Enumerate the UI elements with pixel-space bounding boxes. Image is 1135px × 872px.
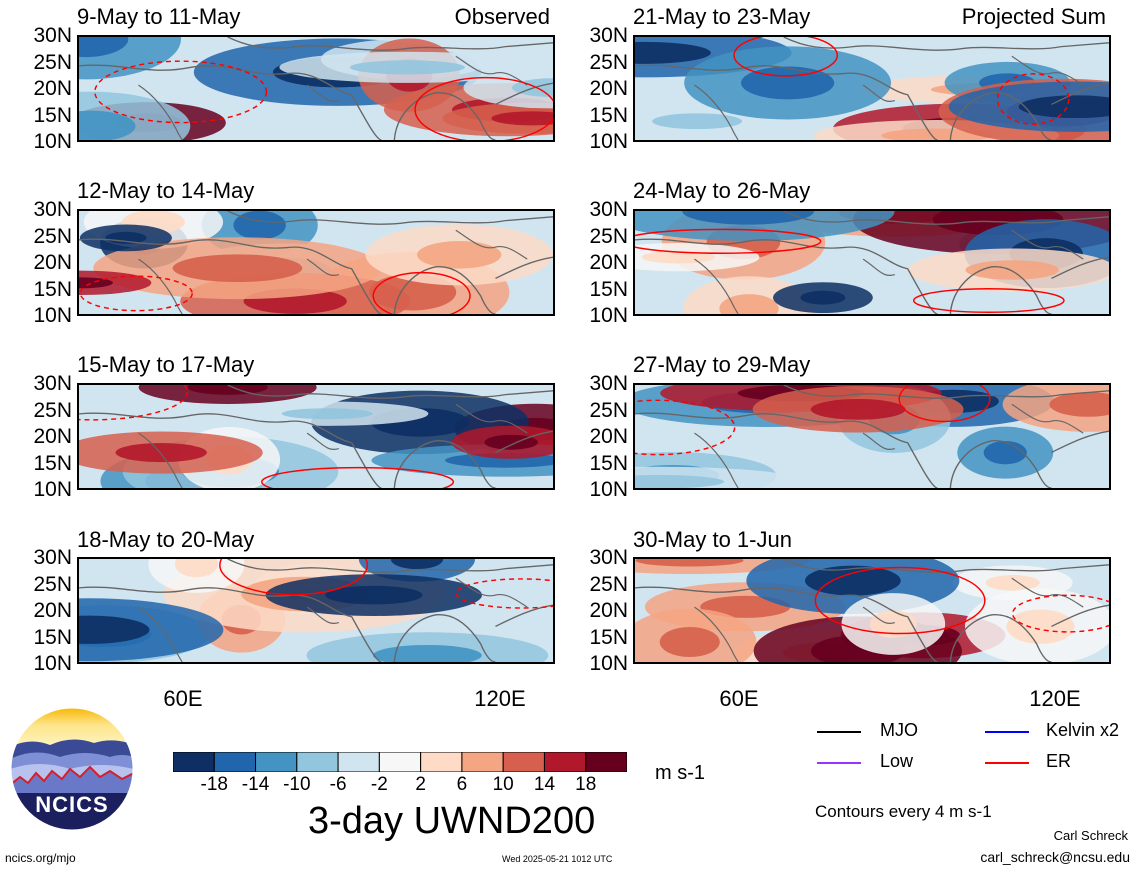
legend-low-label: Low — [880, 751, 914, 771]
panel-tag: Observed — [454, 4, 550, 29]
panel-title: 12-May to 14-May — [77, 178, 255, 203]
map-panel — [77, 209, 555, 316]
colorbar-tick-label: 10 — [492, 774, 514, 795]
lon-label-60e-left: 60E — [163, 686, 203, 711]
colorbar-tick-label: 2 — [415, 774, 426, 795]
lon-label-120e-right: 120E — [1029, 686, 1081, 711]
lat-label: 20N — [33, 599, 72, 622]
legend-er-label: ER — [1046, 751, 1072, 771]
panel-title: 24-May to 26-May — [633, 178, 811, 203]
panel-title: 21-May to 23-May — [633, 4, 811, 29]
colorbar-tick-label: -14 — [241, 774, 270, 795]
website: ncics.org/mjo — [5, 851, 76, 865]
lat-label: 20N — [589, 77, 628, 100]
lat-label: 25N — [589, 224, 628, 248]
logo-text: NCICS — [35, 792, 109, 817]
lat-label: 30N — [589, 546, 628, 569]
panel-title: 30-May to 1-Jun — [633, 527, 792, 552]
lat-label: 25N — [33, 572, 72, 596]
legend-mjo-line — [817, 731, 861, 733]
lat-label: 10N — [589, 130, 628, 153]
colorbar — [172, 751, 628, 773]
lat-label: 10N — [589, 652, 628, 675]
legend-mjo-label: MJO — [880, 720, 918, 740]
colorbar-tick-label: -6 — [329, 774, 347, 795]
lat-label: 15N — [33, 103, 72, 127]
legend-er-line — [985, 762, 1029, 764]
lat-label: 20N — [33, 251, 72, 274]
colorbar-tick-label: -2 — [370, 774, 388, 795]
map-panel — [633, 35, 1111, 142]
lat-label: 10N — [33, 304, 72, 327]
lat-label: 20N — [589, 425, 628, 448]
timestamp: Wed 2025-05-21 1012 UTC — [502, 854, 613, 864]
lat-label: 10N — [589, 304, 628, 327]
map-panel — [633, 209, 1111, 316]
legend-kelvin-label: Kelvin x2 — [1046, 720, 1120, 740]
map-panel — [77, 557, 555, 664]
legend-low-line — [817, 762, 861, 764]
lat-label: 30N — [589, 372, 628, 395]
main-title: 3-day UWND200 — [308, 800, 596, 842]
colorbar-tick-label: 6 — [456, 774, 468, 795]
lat-label: 25N — [589, 572, 628, 596]
colorbar-tick-label: 14 — [533, 774, 556, 795]
map-panel — [77, 383, 555, 490]
panel-title: 9-May to 11-May — [77, 4, 241, 29]
colorbar-tick-label: -18 — [200, 774, 228, 795]
map-panel — [77, 35, 555, 142]
lat-label: 25N — [589, 398, 628, 422]
panel-title: 27-May to 29-May — [633, 352, 811, 377]
panel-title: 18-May to 20-May — [77, 527, 255, 552]
lat-label: 10N — [33, 652, 72, 675]
lat-label: 30N — [589, 24, 628, 47]
lat-label: 25N — [589, 50, 628, 74]
lat-label: 15N — [33, 451, 72, 475]
lat-label: 15N — [33, 625, 72, 649]
colorbar-units: m s-1 — [655, 762, 705, 784]
panel-tag: Projected Sum — [961, 4, 1106, 29]
lat-label: 20N — [589, 599, 628, 622]
lat-label: 15N — [589, 103, 628, 127]
lat-label: 30N — [33, 24, 72, 47]
lat-label: 10N — [33, 478, 72, 501]
lon-label-60e-right: 60E — [719, 686, 759, 711]
lon-label-120e-left: 120E — [474, 686, 526, 711]
lat-label: 20N — [33, 77, 72, 100]
lat-label: 30N — [589, 198, 628, 221]
lat-label: 10N — [589, 478, 628, 501]
lat-label: 15N — [589, 451, 628, 475]
lat-label: 15N — [33, 277, 72, 301]
ncics-logo: NCICS — [10, 707, 134, 831]
legend-kelvin-line — [985, 731, 1029, 733]
lat-label: 30N — [33, 198, 72, 221]
lat-label: 30N — [33, 372, 72, 395]
lat-label: 15N — [589, 625, 628, 649]
panel-title: 15-May to 17-May — [77, 352, 255, 377]
lat-label: 25N — [33, 224, 72, 248]
author-email: carl_schreck@ncsu.edu — [980, 849, 1130, 865]
colorbar-tick-label: -10 — [283, 774, 311, 795]
colorbar-tick-label: 18 — [575, 774, 597, 795]
lat-label: 20N — [589, 251, 628, 274]
lat-label: 10N — [33, 130, 72, 153]
lat-label: 15N — [589, 277, 628, 301]
contour-note: Contours every 4 m s-1 — [815, 802, 992, 821]
lat-label: 20N — [33, 425, 72, 448]
lat-label: 25N — [33, 398, 72, 422]
map-panel — [633, 383, 1111, 490]
author-name: Carl Schreck — [1053, 828, 1128, 843]
map-panel — [633, 557, 1111, 664]
lat-label: 30N — [33, 546, 72, 569]
lat-label: 25N — [33, 50, 72, 74]
